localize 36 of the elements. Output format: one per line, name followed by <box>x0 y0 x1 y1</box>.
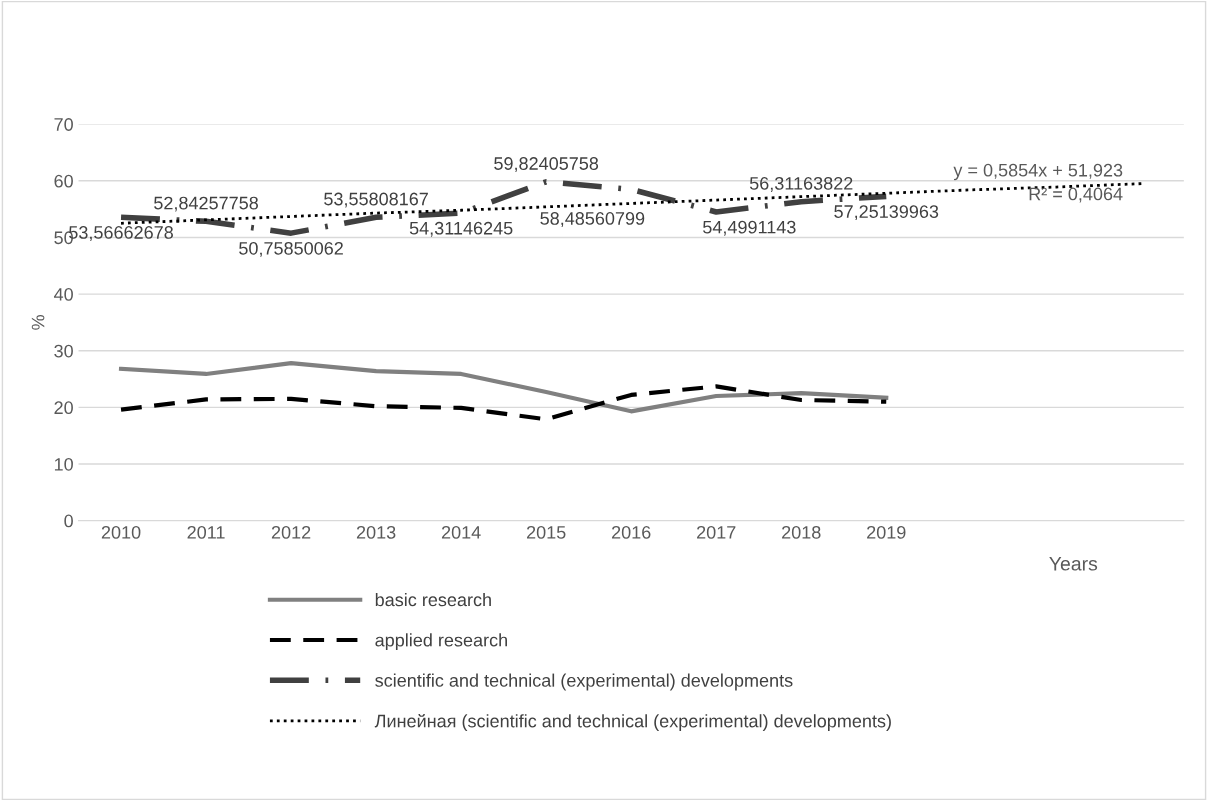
x-tick-label: 2017 <box>697 525 736 539</box>
data-label: 54,4991143 <box>703 220 796 236</box>
x-tick-label: 2019 <box>867 525 906 539</box>
y-tick-label: 40 <box>53 288 73 301</box>
data-label: 54,31146245 <box>409 221 513 237</box>
data-label: 59,82405758 <box>494 157 599 173</box>
line-series <box>118 361 889 414</box>
annotation: R² = 0,4064 <box>1029 187 1123 203</box>
y-tick-label: 20 <box>54 401 73 415</box>
data-label: 58,48560799 <box>540 212 645 227</box>
x-tick-label: 2014 <box>441 525 481 539</box>
y-tick-label: 70 <box>54 118 73 131</box>
y-tick-label: 30 <box>54 344 73 358</box>
data-label: 56,31163822 <box>749 177 853 192</box>
legend-label: applied research <box>375 633 507 651</box>
annotation: y = 0,5854x + 51,923 <box>953 163 1123 181</box>
legend-label: basic research <box>375 592 491 607</box>
y-tick-label: 0 <box>64 514 73 528</box>
data-label: 57,25139963 <box>834 205 939 221</box>
x-tick-label: 2012 <box>271 525 311 539</box>
line-series <box>118 384 889 422</box>
y-tick-label: 10 <box>54 457 73 471</box>
x-tick-label: 2013 <box>356 525 396 539</box>
x-tick-label: 2018 <box>782 525 821 539</box>
x-axis-title: Years <box>1049 557 1098 571</box>
data-label: 52,84257758 <box>154 196 258 212</box>
legend-label: Линейная (scientific and technical (experimental) developments) <box>374 713 891 732</box>
data-label: 53,55808167 <box>324 192 428 208</box>
y-tick-label: 60 <box>54 174 73 188</box>
data-label: 50,75850062 <box>239 241 343 257</box>
x-tick-label: 2016 <box>612 525 651 539</box>
y-axis-title: % <box>31 315 45 330</box>
x-tick-label: 2011 <box>187 525 225 539</box>
x-tick-label: 2015 <box>526 525 566 539</box>
legend-label: scientific and technical (experimental) developments <box>375 673 793 691</box>
x-tick-label: 2010 <box>101 525 141 539</box>
